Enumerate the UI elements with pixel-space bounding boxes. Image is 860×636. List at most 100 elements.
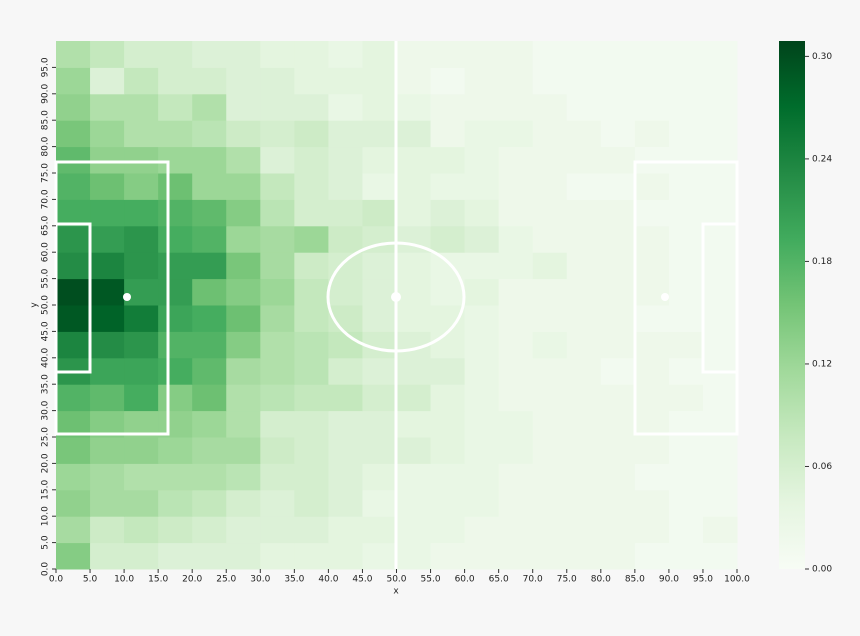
heat-cell: [566, 225, 602, 253]
heat-cell: [396, 305, 432, 332]
heat-cell: [702, 305, 738, 332]
heat-cell: [260, 463, 295, 491]
heat-cell: [498, 489, 534, 517]
heat-cell: [226, 463, 261, 491]
x-tick-label: 25.0: [216, 575, 236, 585]
heat-cell: [464, 199, 500, 227]
heat-cell: [498, 542, 534, 570]
x-tick-label: 35.0: [284, 575, 304, 585]
x-tick-label: 30.0: [250, 575, 270, 585]
heat-cell: [328, 120, 363, 148]
x-tick-label: 40.0: [318, 575, 338, 585]
heat-cell: [396, 252, 432, 280]
penalty-spot: [661, 293, 669, 301]
heat-cell: [396, 516, 432, 544]
heat-cell: [226, 199, 261, 227]
heat-cell: [90, 120, 125, 148]
heat-cell: [464, 173, 500, 200]
heat-cell: [328, 93, 363, 121]
heat-cell: [498, 41, 534, 68]
heat-cell: [566, 173, 602, 200]
heat-cell: [498, 437, 534, 464]
heat-cell: [396, 357, 432, 385]
heat-cell: [600, 357, 636, 385]
heat-cell: [702, 437, 738, 464]
heat-cell: [158, 67, 193, 95]
colorbar-tick-label: 0.24: [812, 154, 832, 164]
heat-cell: [328, 357, 363, 385]
heat-cell: [702, 199, 738, 227]
heat-cell: [226, 437, 261, 464]
heat-cell: [464, 331, 500, 359]
heat-cell: [124, 489, 159, 517]
heat-cell: [430, 463, 466, 491]
heat-cell: [226, 489, 261, 517]
heat-cell: [498, 357, 534, 385]
heat-cell: [668, 384, 704, 412]
heat-cell: [328, 542, 363, 570]
heat-cell: [634, 437, 670, 464]
heat-cell: [124, 305, 159, 332]
heat-cell: [328, 516, 363, 544]
heat-cell: [328, 41, 363, 68]
y-tick-label: 65.0: [41, 216, 51, 236]
heat-cell: [634, 199, 670, 227]
heat-cell: [90, 252, 125, 280]
heat-cell: [328, 489, 363, 517]
heat-cell: [702, 67, 738, 95]
heat-cell: [226, 67, 261, 95]
x-tick-label: 100.0: [724, 575, 750, 585]
heat-cell: [294, 305, 329, 332]
heat-cell: [328, 410, 363, 438]
heat-cell: [702, 93, 738, 121]
heat-cell: [464, 93, 500, 121]
y-tick-label: 10.0: [41, 506, 51, 526]
heat-cell: [566, 278, 602, 306]
heat-cell: [362, 93, 397, 121]
heat-cell: [702, 542, 738, 570]
heat-cell: [158, 146, 193, 174]
x-tick-label: 55.0: [421, 575, 441, 585]
heat-cell: [124, 437, 159, 464]
y-tick-label: 90.0: [41, 84, 51, 104]
heat-cell: [124, 41, 159, 68]
heat-cell: [668, 516, 704, 544]
heat-cell: [226, 93, 261, 121]
heat-cell: [532, 41, 568, 68]
heat-cell: [90, 199, 125, 227]
heat-cell: [532, 410, 568, 438]
heat-cell: [634, 463, 670, 491]
heat-cell: [124, 120, 159, 148]
heat-cell: [260, 41, 295, 68]
heat-cell: [192, 542, 227, 570]
heat-cell: [328, 331, 363, 359]
heatmap: [56, 41, 738, 570]
heat-cell: [192, 120, 227, 148]
heat-cell: [56, 489, 91, 517]
y-tick-label: 55.0: [41, 268, 51, 288]
heat-cell: [702, 120, 738, 148]
heat-cell: [260, 252, 295, 280]
heat-cell: [294, 252, 329, 280]
heat-cell: [192, 252, 227, 280]
heat-cell: [260, 331, 295, 359]
heat-cell: [532, 384, 568, 412]
heat-cell: [396, 93, 432, 121]
y-tick-label: 95.0: [41, 57, 51, 77]
x-tick-label: 5.0: [83, 575, 98, 585]
heat-cell: [328, 463, 363, 491]
heat-cell: [702, 516, 738, 544]
heat-cell: [430, 278, 466, 306]
heat-cell: [192, 173, 227, 200]
heat-cell: [668, 305, 704, 332]
heat-cell: [56, 173, 91, 200]
heat-cell: [396, 489, 432, 517]
x-tick-label: 60.0: [455, 575, 475, 585]
heat-cell: [600, 146, 636, 174]
heat-cell: [464, 410, 500, 438]
heat-cell: [56, 516, 91, 544]
heat-cell: [192, 331, 227, 359]
heat-cell: [566, 252, 602, 280]
heat-cell: [634, 278, 670, 306]
heat-cell: [702, 252, 738, 280]
